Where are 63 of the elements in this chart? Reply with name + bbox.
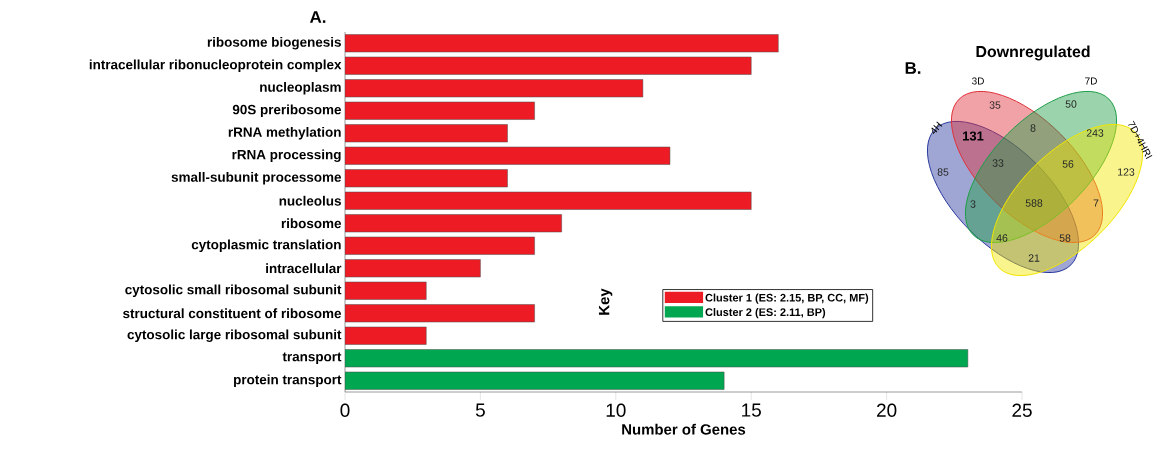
- text: 243: [1086, 129, 1104, 137]
- x-tick-label: 5: [475, 403, 485, 417]
- bar: [345, 191, 752, 210]
- y-tick-label: ribosome: [281, 218, 342, 229]
- y-tick-label: cytoplasmic translation: [191, 239, 341, 253]
- text: 58: [1059, 234, 1071, 242]
- annotation: 131: [963, 131, 984, 141]
- bar: [345, 304, 535, 323]
- y-tick-label: nucleoplasm: [260, 81, 341, 95]
- y-tick-label: intracellular: [266, 263, 342, 274]
- y-tick-label: ribosome biogenesis: [207, 36, 341, 50]
- legend-label: Cluster 2 (ES: 2.11, BP): [705, 307, 826, 319]
- bar: [345, 79, 644, 98]
- category-label: 4H: [931, 121, 943, 134]
- x-tick-label: 15: [742, 403, 761, 417]
- category-label: 3D: [972, 77, 984, 85]
- bar: [345, 214, 562, 233]
- y-tick-label: nucleolus: [279, 195, 341, 206]
- bar: [345, 349, 969, 368]
- text: 56: [1062, 160, 1074, 168]
- bar: [345, 326, 427, 345]
- annotation: B.: [905, 62, 921, 74]
- y-tick-label: rRNA methylation: [228, 126, 341, 140]
- annotation: 46: [996, 234, 1008, 242]
- y-tick-label: structural constituent of ribosome: [123, 308, 342, 319]
- annotation: 33: [992, 159, 1004, 167]
- bar: [345, 124, 508, 143]
- bar: [345, 169, 508, 188]
- bar: [345, 56, 752, 75]
- x-tick-label: 0: [340, 403, 350, 417]
- x-tick-label: 10: [606, 403, 626, 417]
- x-axis-title: Number of Genes: [622, 423, 746, 435]
- text: A.: [309, 11, 326, 23]
- bar: [345, 34, 779, 53]
- y-tick-label: cytosolic small ribosomal subunit: [125, 284, 342, 298]
- text: 8: [1030, 124, 1036, 132]
- text: 50: [1065, 100, 1077, 108]
- bar: [345, 101, 535, 120]
- x-tick-label: 20: [877, 403, 897, 417]
- legend-title: Key: [598, 288, 613, 315]
- text: 123: [1118, 168, 1135, 176]
- y-tick-label: cytosolic large ribosomal subunit: [127, 329, 342, 343]
- category-label: 7D: [1085, 77, 1097, 85]
- y-tick-label: small-subunit processome: [171, 171, 341, 185]
- bar: [345, 259, 481, 278]
- x-tick-label: 25: [1012, 403, 1032, 417]
- annotation: 35: [989, 101, 1001, 109]
- y-tick-label: 90S preribosome: [232, 104, 341, 118]
- bar: [345, 371, 725, 390]
- text: 7: [1093, 199, 1099, 207]
- text: Downregulated: [976, 45, 1090, 61]
- annotation: 3: [970, 200, 976, 208]
- y-tick-label: protein transport: [234, 374, 342, 388]
- y-tick-label: rRNA processing: [232, 149, 341, 163]
- y-tick-label: intracellular ribonucleoprotein complex: [89, 59, 342, 73]
- y-tick-label: transport: [282, 352, 342, 365]
- text: 21: [1028, 254, 1040, 262]
- bar: [345, 281, 427, 300]
- text: 588: [1025, 199, 1043, 207]
- annotation: 85: [937, 168, 949, 176]
- bar: [345, 236, 535, 255]
- bar: [345, 146, 671, 165]
- legend-label: Cluster 1 (ES: 2.15, BP, CC, MF): [705, 293, 869, 304]
